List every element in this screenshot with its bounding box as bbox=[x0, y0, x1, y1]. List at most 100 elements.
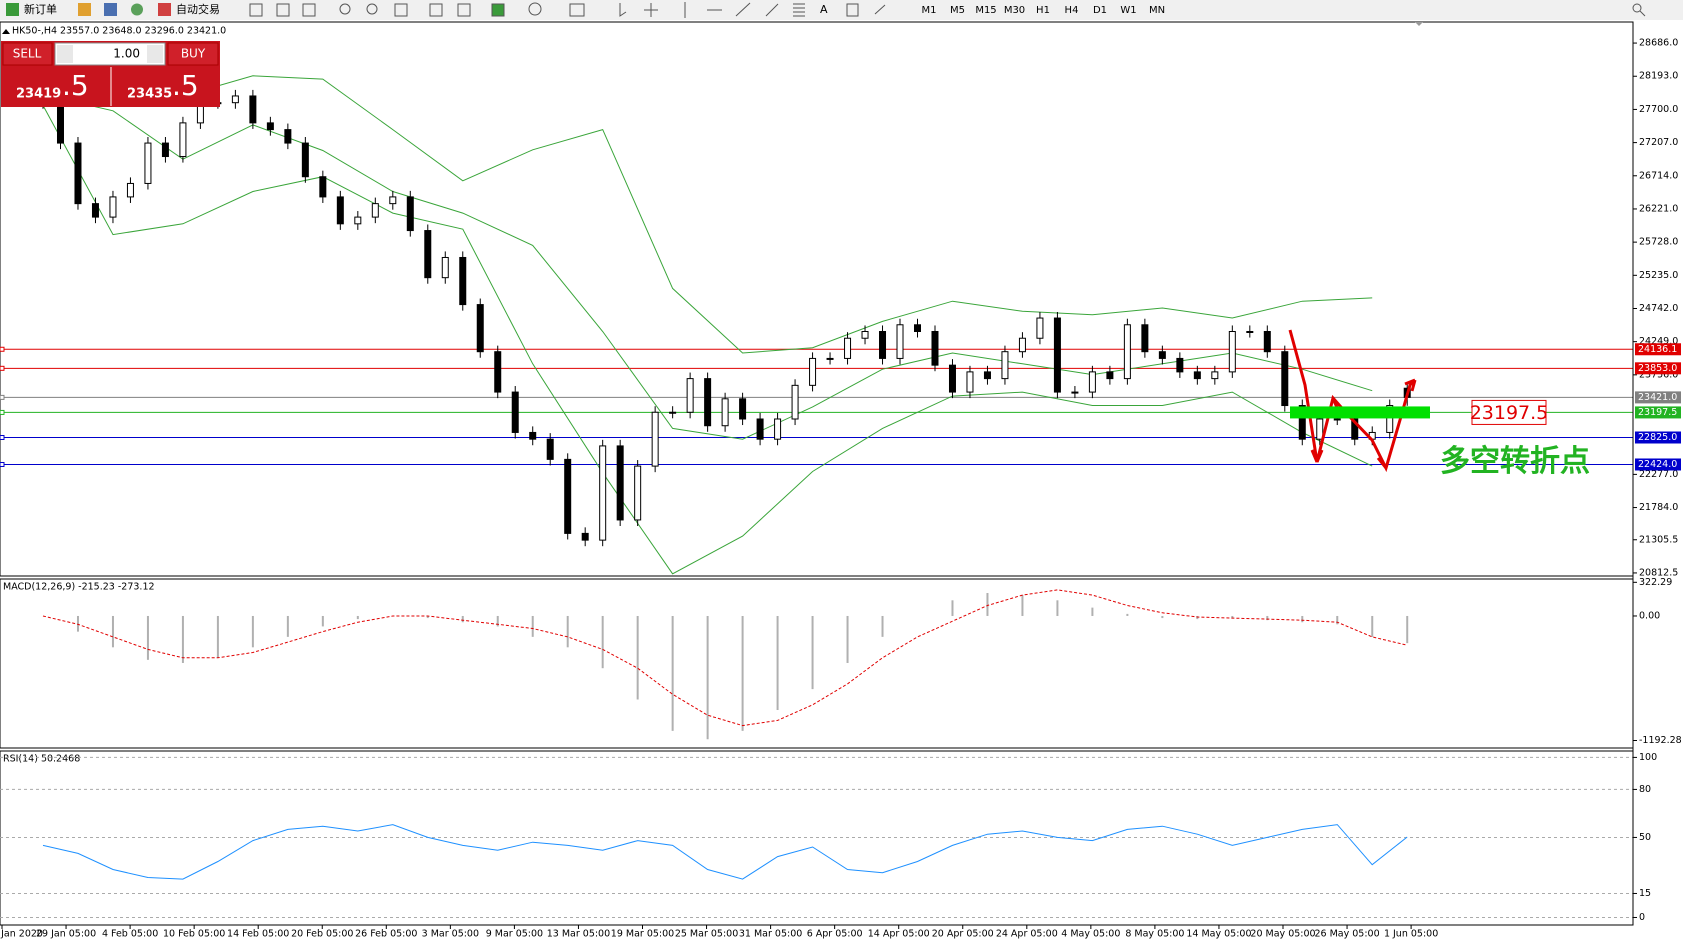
new-order-button[interactable]: 新订单 bbox=[24, 2, 57, 16]
y-tick-label: 25728.0 bbox=[1639, 237, 1678, 248]
sell-label[interactable]: SELL bbox=[13, 47, 42, 61]
candle-body bbox=[1158, 351, 1166, 359]
candle-body bbox=[459, 256, 467, 306]
rsi-line bbox=[42, 824, 1408, 880]
candle-body bbox=[161, 142, 169, 158]
candle-body bbox=[861, 331, 869, 339]
ohlc-text: 23557.0 23648.0 23296.0 23421.0 bbox=[60, 26, 226, 37]
candle-body bbox=[371, 203, 379, 218]
candle-body bbox=[231, 95, 239, 104]
timeframe-button[interactable]: D1 bbox=[1093, 5, 1107, 16]
chart-title: HK50-,H4 bbox=[12, 26, 57, 37]
timeframe-button[interactable]: M30 bbox=[1004, 5, 1025, 16]
candle-body bbox=[126, 182, 134, 198]
lot-down[interactable] bbox=[57, 45, 73, 63]
timeframe-button[interactable]: M15 bbox=[975, 5, 996, 16]
level-tag-label: 23197.5 bbox=[1638, 407, 1677, 418]
x-tick-label: 31 Mar 05:00 bbox=[739, 929, 802, 940]
tool-icon[interactable] bbox=[78, 3, 91, 16]
y-tick-label: 22277.0 bbox=[1639, 469, 1678, 480]
y-tick-label: 26714.0 bbox=[1639, 170, 1678, 181]
level-handle bbox=[0, 394, 5, 400]
candle-body bbox=[774, 418, 782, 440]
timeframe-button[interactable]: H1 bbox=[1036, 5, 1050, 16]
timeframe-button[interactable]: M5 bbox=[950, 5, 965, 16]
x-tick-label: 26 May 05:00 bbox=[1314, 929, 1379, 940]
candle-body bbox=[914, 324, 921, 333]
level-tag bbox=[1635, 406, 1681, 419]
timeframe-button[interactable]: MN bbox=[1149, 5, 1165, 16]
y-tick-label: 0.00 bbox=[1639, 610, 1660, 621]
trend-arrow bbox=[1288, 329, 1417, 473]
tool-icon[interactable] bbox=[131, 3, 143, 16]
tool-icons[interactable]: A bbox=[249, 2, 1646, 18]
lot-value[interactable]: 1.00 bbox=[113, 47, 140, 61]
buy-price-frac[interactable]: .5 bbox=[172, 69, 199, 102]
band-lower bbox=[42, 105, 1373, 575]
x-tick-label: 14 Feb 05:00 bbox=[227, 929, 289, 940]
timeframe-button[interactable]: M1 bbox=[922, 5, 937, 16]
callout-text: 多空转折点 bbox=[1440, 444, 1590, 479]
level-tag-label: 23853.0 bbox=[1638, 363, 1677, 374]
candle-body bbox=[1333, 418, 1341, 421]
candle-body bbox=[896, 324, 904, 359]
candle-body bbox=[266, 122, 274, 131]
candle-body bbox=[983, 371, 991, 380]
level-tag-label: 24136.1 bbox=[1638, 344, 1677, 355]
level-tag-label: 22424.0 bbox=[1638, 459, 1677, 470]
candle-body bbox=[319, 176, 327, 198]
candle-body bbox=[476, 304, 484, 353]
candle-body bbox=[74, 142, 82, 205]
x-tick-label: 25 Mar 05:00 bbox=[675, 929, 738, 940]
candle-body bbox=[564, 458, 572, 534]
macd-title: MACD(12,26,9) -215.23 -273.12 bbox=[3, 582, 155, 593]
candle-body bbox=[56, 102, 64, 144]
buy-price[interactable]: 23435 bbox=[127, 87, 172, 102]
shift-marker bbox=[1415, 22, 1423, 26]
timeframe-button[interactable]: H4 bbox=[1065, 5, 1079, 16]
lot-input[interactable] bbox=[54, 42, 166, 66]
x-tick-label: 4 May 05:00 bbox=[1061, 929, 1120, 940]
level-handle bbox=[0, 435, 5, 440]
level-tag-label: 22825.0 bbox=[1638, 432, 1677, 443]
candle-body bbox=[686, 378, 694, 413]
x-tick-label: 24 Apr 05:00 bbox=[996, 929, 1058, 940]
sell-price[interactable]: 23419 bbox=[16, 87, 61, 102]
y-tick-label: 322.29 bbox=[1639, 577, 1672, 588]
sell-button[interactable] bbox=[2, 42, 53, 66]
auto-trading-icon[interactable] bbox=[158, 3, 171, 16]
candle-body bbox=[1298, 405, 1306, 440]
arrow-heads bbox=[1310, 378, 1417, 469]
timeframes: M1 M5 M15 M30 H1 H4 D1 W1 MN bbox=[922, 5, 1166, 16]
auto-trading-button[interactable]: 自动交易 bbox=[176, 2, 220, 16]
new-order-icon[interactable] bbox=[6, 3, 19, 16]
candle-body bbox=[1141, 324, 1149, 353]
y-tick-label: 25235.0 bbox=[1639, 270, 1678, 281]
level-handle bbox=[0, 409, 5, 415]
axes: HK50-,H4 23557.0 23648.0 23296.0 23421.0 2… bbox=[0, 26, 1682, 940]
buy-label[interactable]: BUY bbox=[181, 47, 206, 61]
tool-icon[interactable] bbox=[104, 3, 117, 16]
candle-body bbox=[1263, 331, 1271, 353]
candle-body bbox=[669, 411, 677, 414]
candle-body bbox=[966, 371, 974, 393]
trade-panel: SELL 1.00 BUY 23419 .5 23435 .5 bbox=[1, 41, 220, 107]
band-upper bbox=[42, 75, 1373, 354]
price-callout: 23197.5 bbox=[1470, 402, 1549, 424]
y-tick-label: 24742.0 bbox=[1639, 303, 1678, 314]
level-handle bbox=[0, 365, 5, 371]
candle-body bbox=[844, 337, 852, 359]
sell-price-frac[interactable]: .5 bbox=[62, 69, 89, 102]
x-tick-label: 13 Mar 05:00 bbox=[547, 929, 610, 940]
candle-body bbox=[599, 445, 607, 541]
candle-body bbox=[1088, 371, 1096, 393]
candle-body bbox=[826, 357, 834, 360]
x-tick-label: 14 May 05:00 bbox=[1186, 929, 1251, 940]
timeframe-button[interactable]: W1 bbox=[1120, 5, 1136, 16]
candle-body bbox=[1246, 331, 1254, 334]
lot-up[interactable] bbox=[147, 45, 163, 63]
candle-body bbox=[809, 357, 817, 386]
candle-body bbox=[91, 203, 99, 218]
level-tag bbox=[1635, 362, 1681, 375]
buy-button[interactable] bbox=[167, 42, 219, 66]
